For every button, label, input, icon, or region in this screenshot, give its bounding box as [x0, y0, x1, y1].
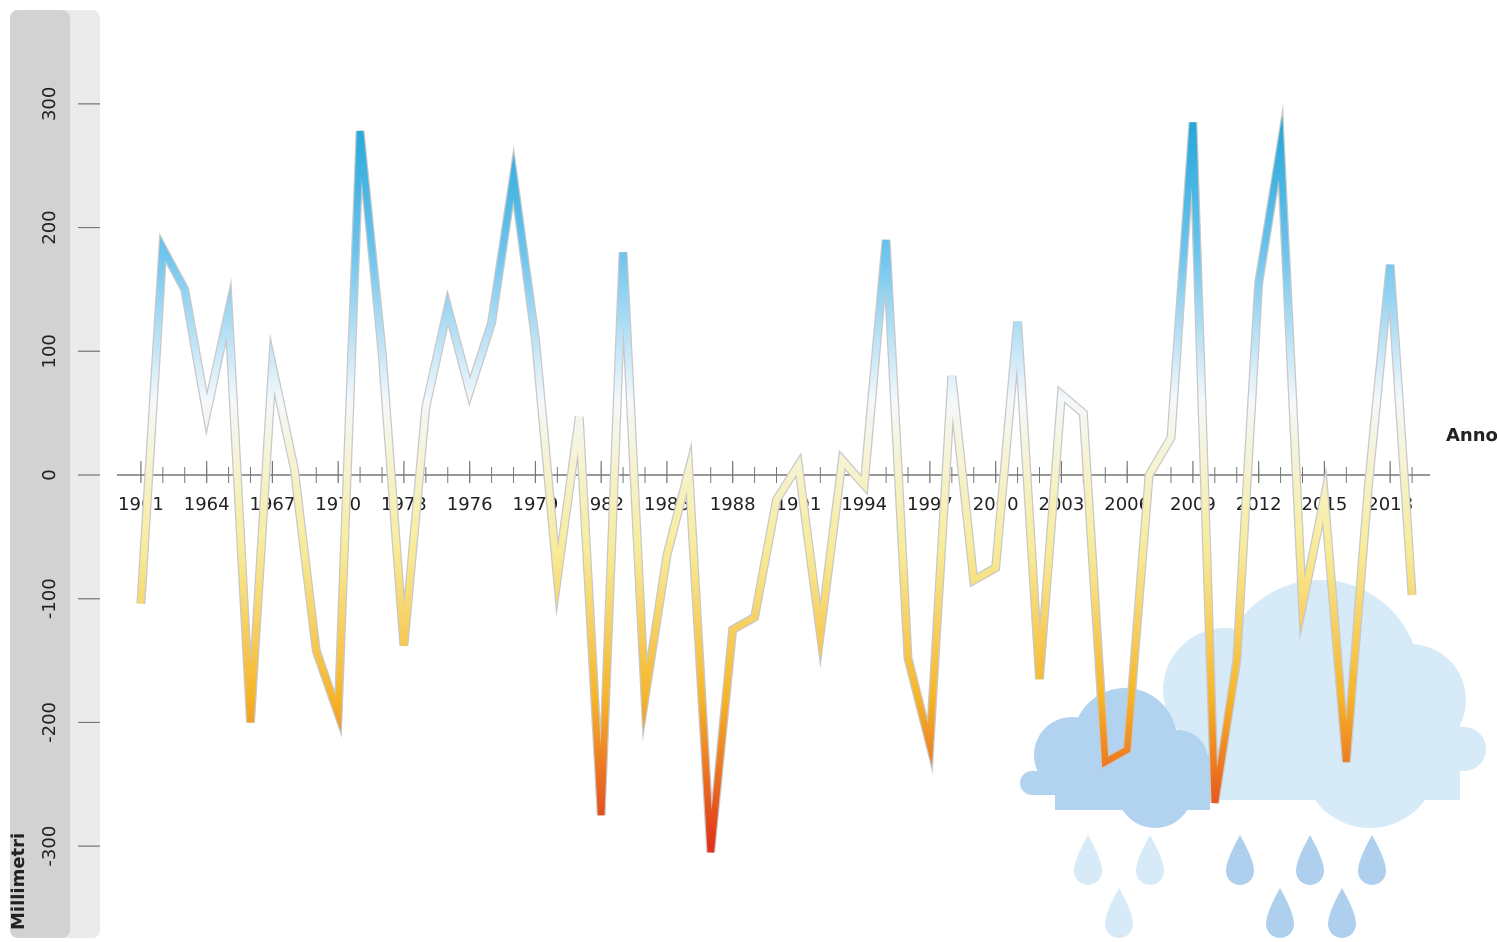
y-tick-label: 300 — [39, 87, 60, 121]
y-tick-label: -300 — [39, 826, 60, 867]
x-tick-label: 1994 — [841, 494, 887, 515]
clouds — [1020, 580, 1486, 938]
y-tick-label: 0 — [39, 469, 60, 480]
x-tick-label: 1970 — [315, 494, 361, 515]
x-tick-label: 1961 — [118, 494, 164, 515]
y-tick-label: -100 — [39, 578, 60, 619]
y-axis-label: Millimetri — [8, 833, 29, 930]
series-line — [137, 115, 1416, 853]
x-tick-label: 1988 — [710, 494, 756, 515]
x-tick-label: 2000 — [973, 494, 1019, 515]
x-tick-label: 1967 — [250, 494, 296, 515]
y-tick-label: 100 — [39, 334, 60, 368]
y-tick-label: 200 — [39, 210, 60, 244]
ruler-band-dark — [10, 10, 70, 938]
x-tick-label: 2003 — [1039, 494, 1085, 515]
x-tick-label: 1991 — [776, 494, 822, 515]
x-tick-label: 1976 — [447, 494, 493, 515]
y-tick-label: -200 — [39, 702, 60, 743]
x-tick-label: 1964 — [184, 494, 230, 515]
x-tick-label: 2006 — [1104, 494, 1150, 515]
x-axis-label: Anno — [1446, 425, 1498, 446]
